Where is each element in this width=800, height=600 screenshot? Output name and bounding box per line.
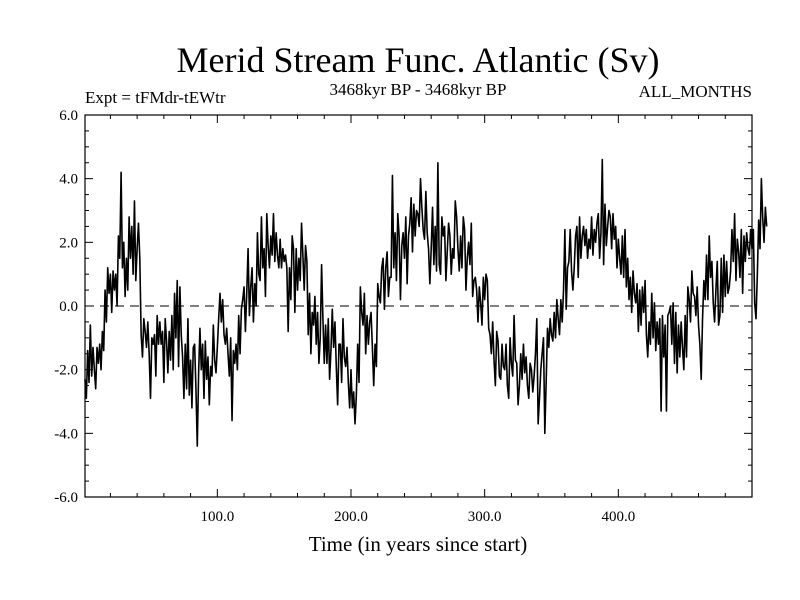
- experiment-label: Expt = tFMdr-tEWtr: [85, 88, 226, 107]
- x-tick-label: 300.0: [468, 509, 502, 525]
- months-label: ALL_MONTHS: [639, 82, 752, 101]
- y-tick-label: -2.0: [54, 363, 78, 379]
- y-tick-label: 2.0: [59, 235, 78, 251]
- y-tick-label: 6.0: [59, 108, 78, 124]
- x-axis-label: Time (in years since start): [309, 532, 528, 556]
- y-tick-label: 4.0: [59, 172, 78, 188]
- y-tick-label: 0.0: [59, 299, 78, 315]
- x-tick-label: 100.0: [200, 509, 234, 525]
- y-tick-label: -6.0: [54, 490, 78, 506]
- series-line: [84, 158, 768, 447]
- period-label: 3468kyr BP - 3468kyr BP: [330, 80, 507, 99]
- y-tick-label: -4.0: [54, 426, 78, 442]
- plot-area: 100.0 200.0 300.0 400.0 6.0 4.0 2.0 0.0 -2.0 -4.0…: [54, 108, 768, 525]
- chart-title: Merid Stream Func. Atlantic (Sv): [177, 40, 660, 80]
- x-tick-label: 400.0: [601, 509, 635, 525]
- x-tick-label: 200.0: [334, 509, 368, 525]
